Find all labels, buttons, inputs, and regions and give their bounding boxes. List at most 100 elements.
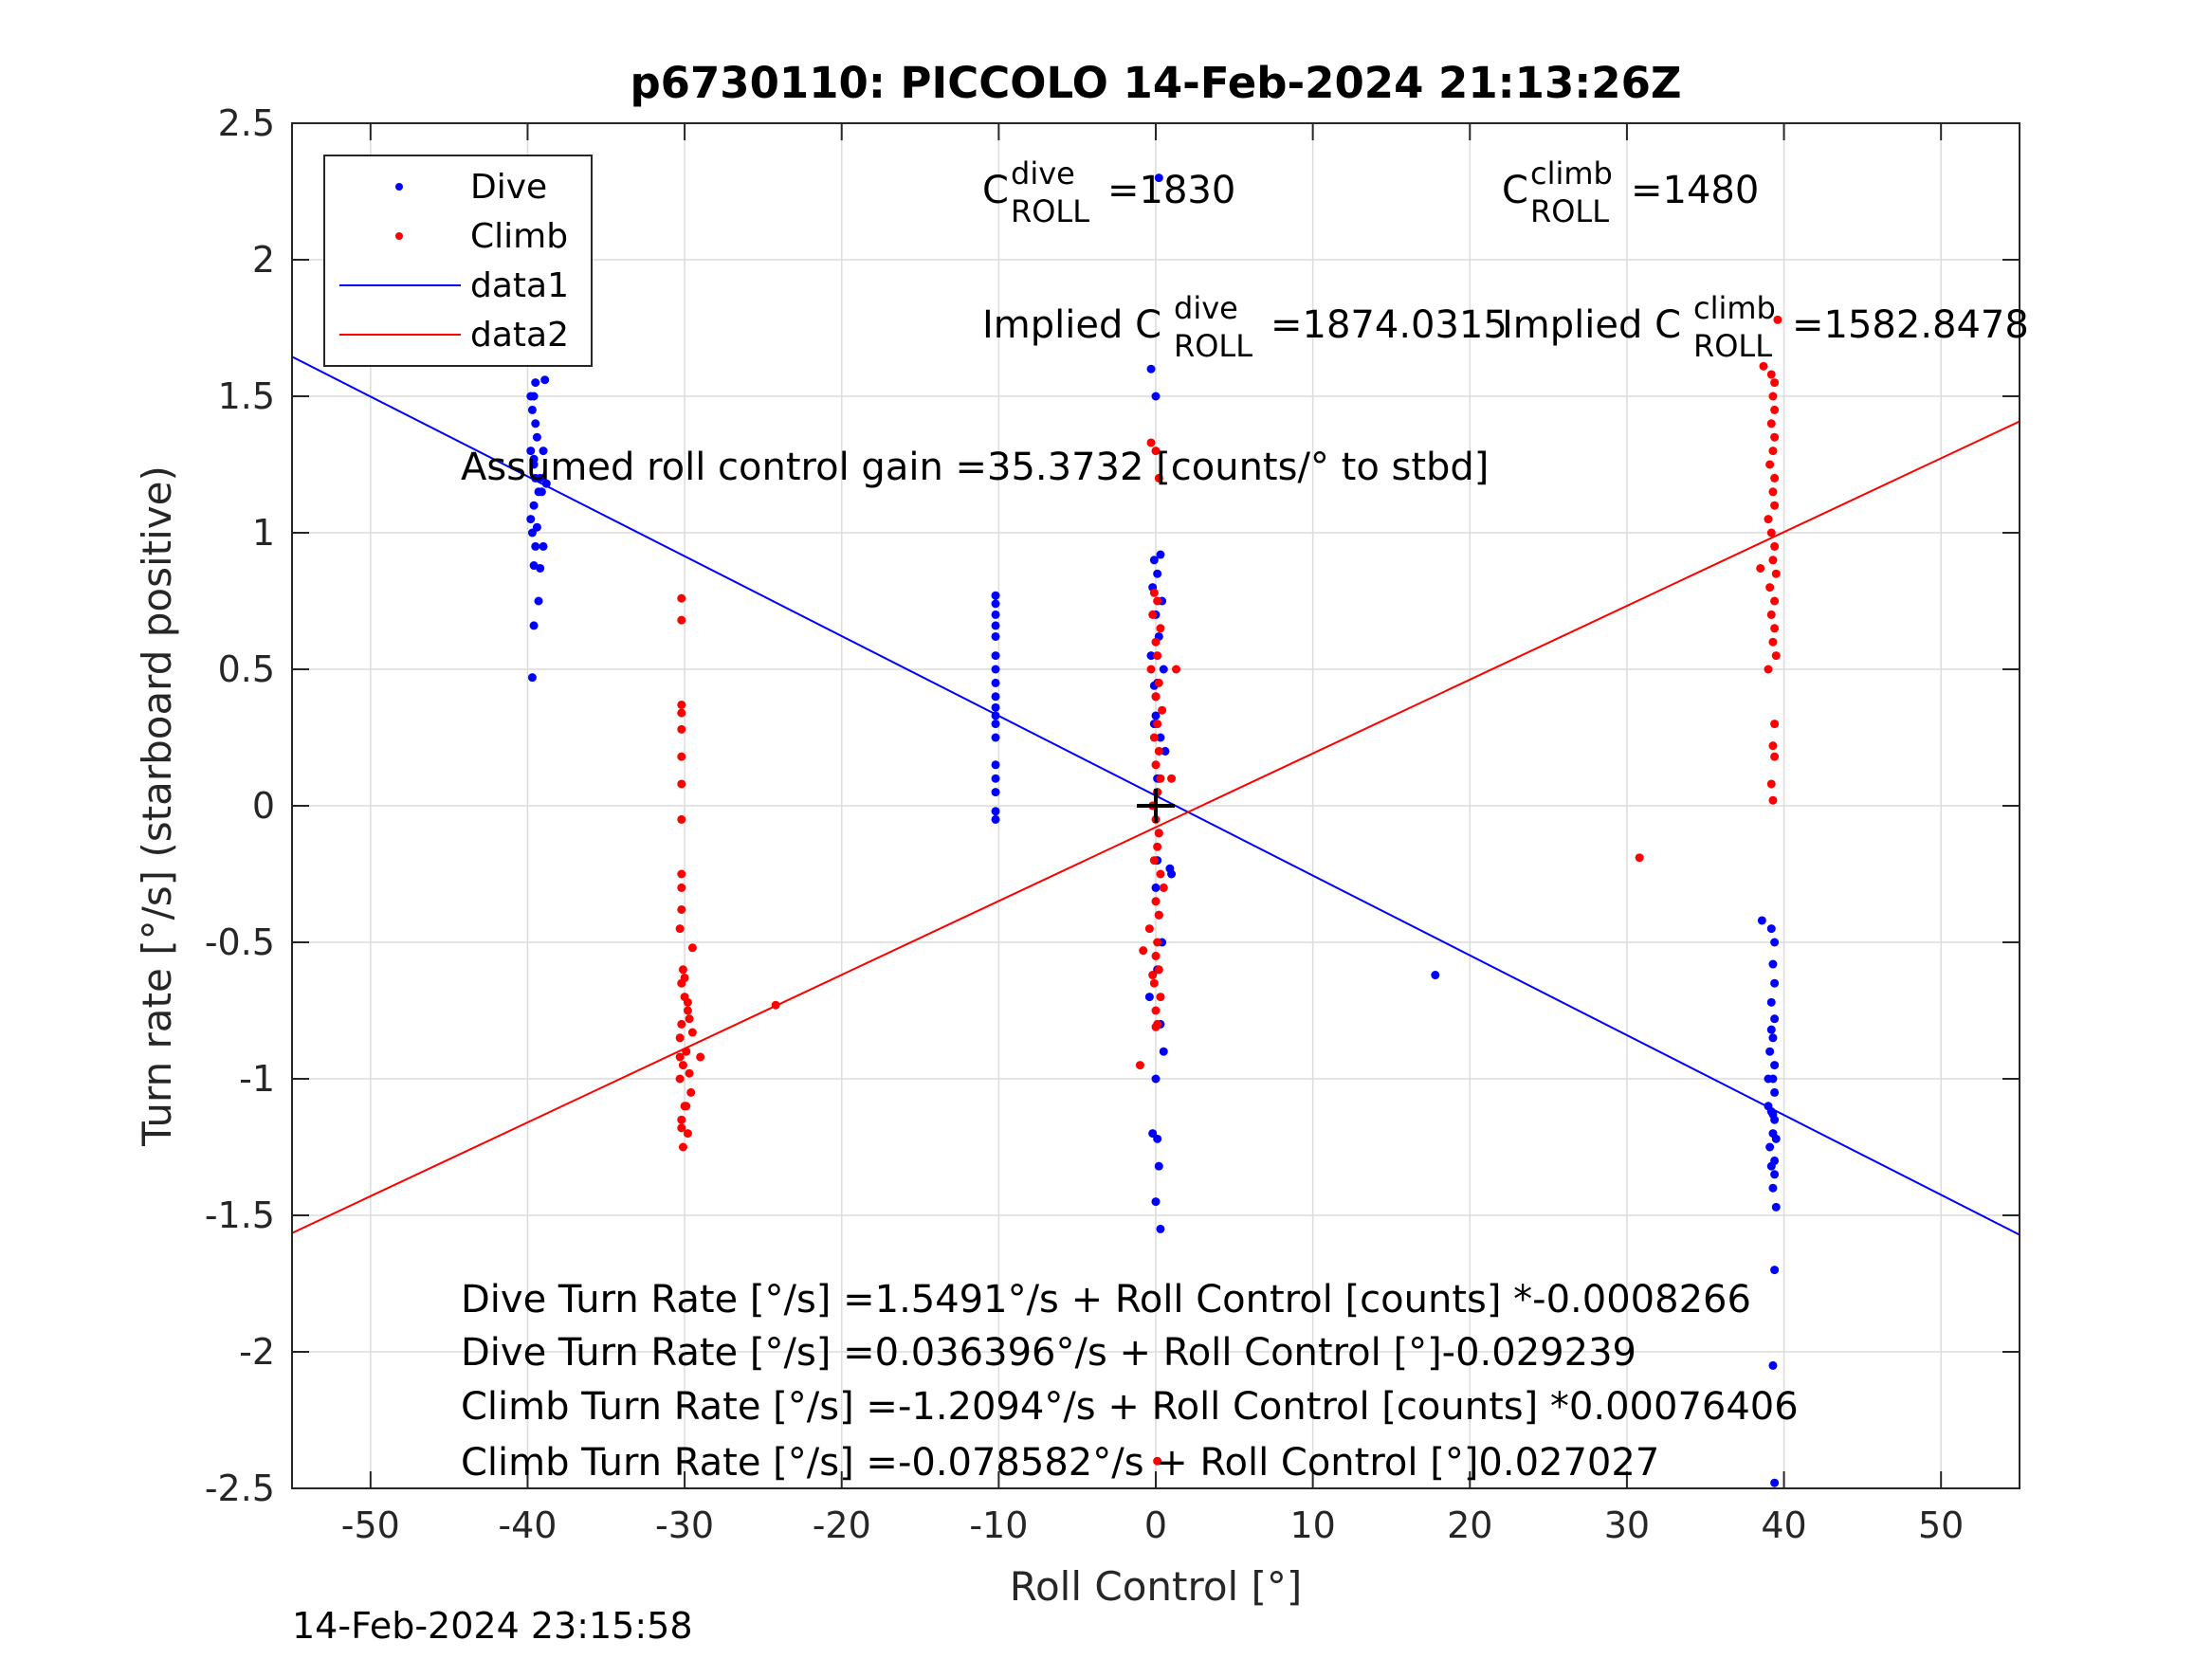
x-tick-label: 50 bbox=[1918, 1504, 1964, 1546]
legend-label-climb: Climb bbox=[470, 217, 568, 256]
dive-point bbox=[991, 678, 1000, 687]
climb-point bbox=[1154, 965, 1163, 975]
climb-point bbox=[1771, 569, 1781, 578]
climb-point bbox=[1153, 842, 1162, 851]
climb-point bbox=[1768, 741, 1778, 751]
dive-point bbox=[1154, 1161, 1163, 1171]
dive-point bbox=[1765, 1142, 1775, 1152]
climb-point bbox=[1770, 720, 1780, 729]
climb-point bbox=[1768, 487, 1778, 497]
annotation-implied-dive: Implied C dive ROLL =1874.0315 bbox=[982, 290, 1508, 364]
climb-point bbox=[685, 1014, 694, 1024]
annotation-c-climb: C climb ROLL =1480 bbox=[1502, 155, 1759, 229]
legend-label-data2: data2 bbox=[470, 316, 569, 355]
dive-point bbox=[1766, 924, 1776, 934]
annotation-implied-climb: Implied C climb ROLL =1582.8478 bbox=[1502, 290, 2029, 364]
climb-point bbox=[1766, 610, 1776, 619]
climb-point bbox=[1635, 853, 1644, 863]
dive-point bbox=[537, 487, 546, 497]
climb-point bbox=[1770, 752, 1780, 761]
climb-point bbox=[1149, 856, 1159, 866]
climb-point bbox=[1766, 528, 1776, 538]
dive-point bbox=[991, 665, 1000, 674]
dive-point bbox=[991, 591, 1000, 600]
dive-point bbox=[526, 515, 536, 524]
climb-point bbox=[1172, 665, 1181, 674]
climb-point bbox=[1151, 897, 1161, 906]
climb-equation-counts: Climb Turn Rate [°/s] =-1.2094°/s + Roll… bbox=[461, 1385, 1799, 1429]
c-climb-sub: ROLL bbox=[1530, 193, 1609, 229]
climb-point bbox=[675, 1052, 685, 1062]
implied-climb-prefix: Implied C bbox=[1502, 303, 1681, 347]
dive-point bbox=[531, 541, 540, 551]
y-tick-label: -2 bbox=[239, 1331, 275, 1373]
dive-point bbox=[527, 673, 537, 683]
dive-point bbox=[1431, 971, 1440, 980]
dive-point bbox=[1154, 173, 1163, 183]
y-axis-label: Turn rate [°/s] (starboard positive) bbox=[134, 465, 180, 1147]
series-climb bbox=[675, 315, 1782, 1466]
dive-point bbox=[1757, 916, 1766, 925]
climb-point bbox=[1154, 910, 1163, 920]
dive-point bbox=[1151, 711, 1161, 720]
dive-point bbox=[1770, 1170, 1780, 1179]
dive-point bbox=[1144, 993, 1154, 1002]
climb-point bbox=[683, 997, 692, 1007]
climb-point bbox=[1156, 774, 1165, 783]
dive-point bbox=[1770, 1266, 1780, 1275]
climb-point bbox=[1148, 610, 1158, 619]
y-tick-label: 0 bbox=[252, 785, 275, 827]
climb-point bbox=[687, 943, 697, 953]
x-tick-label: -10 bbox=[969, 1504, 1028, 1546]
climb-point bbox=[683, 1006, 692, 1015]
climb-point bbox=[685, 1068, 694, 1078]
dive-point bbox=[1768, 1033, 1778, 1043]
climb-point bbox=[1768, 392, 1778, 401]
climb-point bbox=[677, 752, 686, 761]
c-dive-base: C bbox=[982, 169, 1009, 212]
x-tick-label: -40 bbox=[498, 1504, 557, 1546]
dive-point bbox=[1770, 1014, 1780, 1024]
climb-point bbox=[1144, 924, 1154, 934]
climb-point bbox=[677, 724, 686, 734]
climb-point bbox=[675, 924, 685, 934]
c-dive-sup: dive bbox=[1011, 155, 1075, 191]
dive-point bbox=[1146, 364, 1156, 374]
climb-point bbox=[1151, 1006, 1161, 1015]
legend-swatch-climb bbox=[395, 232, 403, 240]
climb-point bbox=[1154, 678, 1163, 687]
climb-point bbox=[675, 1074, 685, 1084]
dive-point bbox=[991, 814, 1000, 824]
climb-point bbox=[678, 1061, 687, 1070]
dive-point bbox=[991, 774, 1000, 783]
dive-point bbox=[991, 807, 1000, 816]
climb-point bbox=[1148, 971, 1158, 980]
climb-point bbox=[677, 779, 686, 789]
climb-point bbox=[677, 708, 686, 718]
y-tick-label: -1.5 bbox=[205, 1194, 275, 1236]
implied-dive-sub: ROLL bbox=[1174, 328, 1252, 364]
dive-point bbox=[1766, 1161, 1776, 1171]
dive-point bbox=[1151, 1074, 1161, 1084]
legend-label-dive: Dive bbox=[470, 168, 547, 207]
climb-point bbox=[678, 1142, 687, 1152]
c-climb-value: =1480 bbox=[1631, 169, 1759, 212]
dive-point bbox=[1771, 1134, 1781, 1143]
dive-point bbox=[527, 405, 537, 414]
climb-point bbox=[1151, 692, 1161, 702]
climb-point bbox=[677, 1123, 686, 1133]
climb-point bbox=[1759, 361, 1768, 371]
climb-point bbox=[1153, 1456, 1162, 1466]
climb-point bbox=[1149, 978, 1159, 988]
climb-point bbox=[1156, 869, 1165, 879]
climb-point bbox=[1768, 556, 1778, 565]
dive-point bbox=[1159, 665, 1168, 674]
dive-point bbox=[991, 599, 1000, 609]
climb-point bbox=[1151, 447, 1161, 456]
climb-point bbox=[1764, 665, 1773, 674]
dive-point bbox=[1167, 869, 1177, 879]
dive-point bbox=[1766, 1025, 1776, 1034]
legend-swatch-dive bbox=[395, 183, 403, 191]
dive-point bbox=[539, 541, 548, 551]
